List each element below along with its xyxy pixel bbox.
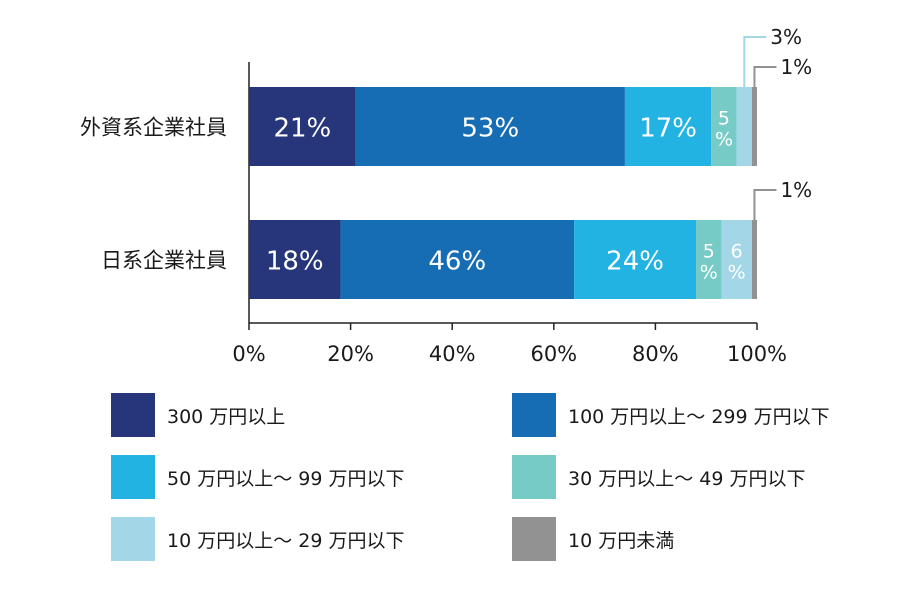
bar-segment bbox=[721, 220, 752, 299]
data-label: 5 bbox=[718, 108, 730, 130]
data-label: 5 bbox=[703, 241, 715, 263]
legend-label: 50 万円以上～ 99 万円以下 bbox=[167, 467, 405, 490]
bar-segment bbox=[751, 87, 757, 166]
callout-label: 3% bbox=[770, 25, 802, 49]
legend-item: 50 万円以上～ 99 万円以下 bbox=[111, 455, 404, 499]
callout-label: 1% bbox=[780, 55, 812, 79]
bar-segment bbox=[355, 87, 625, 166]
data-label: 18% bbox=[266, 247, 324, 277]
legend-item: 300 万円以上 bbox=[111, 393, 285, 437]
data-label: % bbox=[715, 129, 733, 151]
legend-label: 30 万円以上～ 49 万円以下 bbox=[568, 467, 806, 490]
legend-item: 10 万円以上～ 29 万円以下 bbox=[111, 517, 404, 561]
x-tick-label: 60% bbox=[530, 342, 577, 366]
bar-segment bbox=[736, 87, 752, 166]
x-tick-label: 20% bbox=[327, 342, 374, 366]
legend-swatch bbox=[111, 393, 155, 437]
x-tick-label: 0% bbox=[232, 342, 265, 366]
x-tick-label: 80% bbox=[632, 342, 679, 366]
legend-label: 10 万円以上～ 29 万円以下 bbox=[167, 529, 405, 552]
category-label: 日系企業社員 bbox=[101, 249, 227, 273]
data-label: 53% bbox=[461, 114, 519, 144]
data-label: 21% bbox=[273, 114, 331, 144]
legend-swatch bbox=[512, 517, 556, 561]
legend-swatch bbox=[512, 393, 556, 437]
bar-segment bbox=[696, 220, 722, 299]
callout-leader bbox=[753, 189, 777, 220]
legend-label: 10 万円未満 bbox=[568, 529, 675, 552]
bar-segment bbox=[574, 220, 697, 299]
category-label: 外資系企業社員 bbox=[80, 116, 227, 140]
data-label: % bbox=[700, 262, 718, 284]
bar-segment bbox=[751, 220, 757, 299]
data-label: 46% bbox=[428, 247, 486, 277]
data-label: 17% bbox=[639, 114, 697, 144]
legend-label: 300 万円以上 bbox=[167, 405, 286, 428]
bar-segment bbox=[249, 220, 341, 299]
callout-leader bbox=[753, 66, 777, 87]
legend-item: 10 万円未満 bbox=[512, 517, 674, 561]
data-label: 6 bbox=[731, 241, 743, 263]
callout-label: 1% bbox=[780, 178, 812, 202]
data-label: 24% bbox=[606, 247, 664, 277]
x-tick-label: 100% bbox=[727, 342, 787, 366]
bar-segment bbox=[340, 220, 575, 299]
legend-item: 30 万円以上～ 49 万円以下 bbox=[512, 455, 805, 499]
legend-swatch bbox=[512, 455, 556, 499]
callout-leader bbox=[743, 36, 767, 87]
legend-swatch bbox=[111, 455, 155, 499]
bar-segment bbox=[624, 87, 712, 166]
legend-label: 100 万円以上～ 299 万円以下 bbox=[568, 405, 830, 428]
x-tick-label: 40% bbox=[429, 342, 476, 366]
bar-segment bbox=[249, 87, 356, 166]
legend-swatch bbox=[111, 517, 155, 561]
legend-item: 100 万円以上～ 299 万円以下 bbox=[512, 393, 830, 437]
data-label: % bbox=[728, 262, 746, 284]
bar-segment bbox=[711, 87, 737, 166]
